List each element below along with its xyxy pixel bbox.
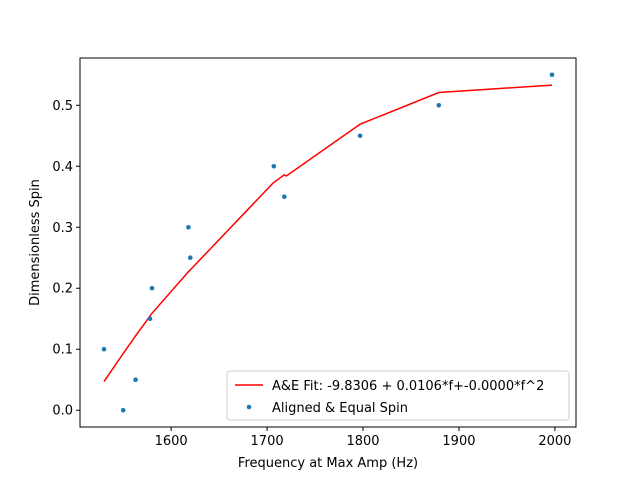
scatter-point: [282, 194, 287, 200]
x-tick-label: 1700: [251, 434, 284, 449]
y-axis-title: Dimensionless Spin: [28, 179, 43, 306]
scatter-point: [188, 255, 193, 260]
scatter-point: [101, 346, 107, 352]
scatter-point: [147, 316, 153, 322]
x-axis: 1600 1700 1800 1900 2000: [155, 427, 571, 449]
plot-area: [101, 72, 555, 413]
scatter-point: [271, 164, 277, 169]
y-tick-label: 0.2: [52, 282, 73, 297]
x-tick-label: 1900: [442, 434, 475, 449]
legend-fit-label: A&E Fit: -9.8306 + 0.0106*f+-0.0000*f^2: [272, 379, 544, 394]
y-tick-label: 0.1: [52, 343, 73, 358]
scatter-point: [436, 103, 442, 108]
scatter-point: [549, 72, 555, 78]
x-tick-label: 1600: [155, 434, 188, 449]
y-tick-label: 0.3: [52, 221, 73, 236]
legend: A&E Fit: -9.8306 + 0.0106*f+-0.0000*f^2 …: [226, 370, 570, 421]
legend-frame: [226, 370, 570, 421]
legend-scatter-marker: [246, 404, 252, 410]
scatter-point: [133, 377, 138, 383]
y-axis: 0.0 0.1 0.2 0.3 0.4 0.5: [52, 99, 80, 419]
legend-scatter-label: Aligned & Equal Spin: [272, 401, 408, 416]
x-tick-label: 2000: [538, 434, 571, 449]
x-tick-label: 1800: [346, 434, 379, 449]
axes-frame: [79, 57, 577, 428]
scatter-point: [149, 285, 155, 291]
scatter-point: [186, 225, 191, 230]
y-tick-label: 0.5: [52, 99, 73, 114]
scatter-point: [120, 407, 126, 413]
scatter-point: [357, 133, 363, 139]
fit-line: [103, 84, 553, 383]
y-tick-label: 0.0: [52, 404, 73, 419]
x-axis-title: Frequency at Max Amp (Hz): [238, 456, 418, 471]
y-tick-label: 0.4: [52, 160, 73, 175]
